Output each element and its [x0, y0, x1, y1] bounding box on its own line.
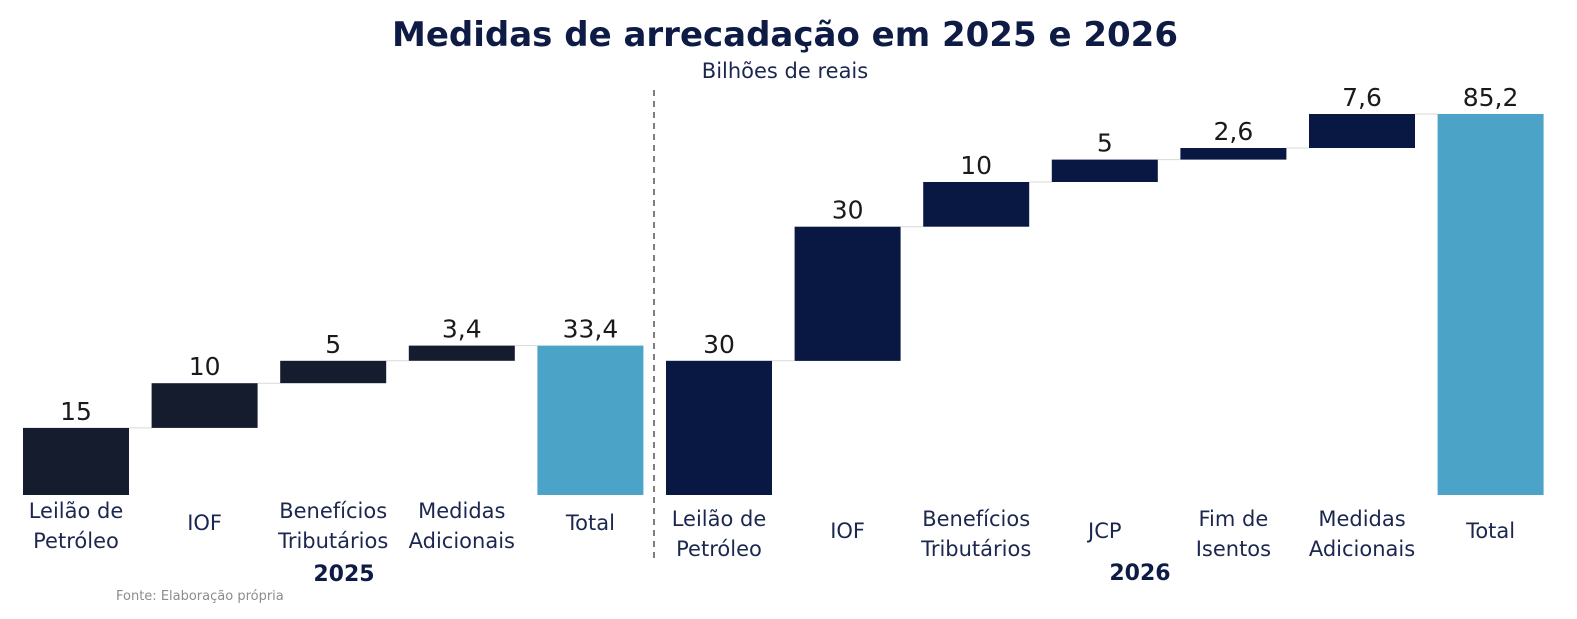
category-label-line: JCP: [1086, 519, 1122, 543]
bar-2025-total: [537, 345, 644, 495]
value-label-2026-fim-de-isentos: 2,6: [1214, 117, 1254, 146]
category-label-2026-beneficios-tributarios: Benefícios Tributários: [920, 507, 1031, 561]
value-label-2026-medidas-adicionais: 7,6: [1342, 83, 1382, 112]
category-label-2025-iof: IOF: [187, 511, 222, 535]
category-label-2025-total: Total: [565, 511, 615, 535]
value-label-2026-beneficios-tributarios: 10: [960, 151, 992, 180]
category-label-line: Benefícios: [279, 499, 387, 523]
category-label-line: Leilão de: [29, 499, 124, 523]
bar-2025-medidas-adicionais: [408, 345, 515, 361]
category-label-line: Leilão de: [672, 507, 767, 531]
chart-title: Medidas de arrecadação em 2025 e 2026: [392, 15, 1178, 55]
category-label-line: Benefícios: [922, 507, 1030, 531]
value-label-2026-total: 85,2: [1463, 83, 1519, 112]
connectors: [129, 113, 1438, 429]
category-label-2025-beneficios-tributarios: Benefícios Tributários: [277, 499, 388, 553]
value-label-2025-medidas-adicionais: 3,4: [442, 315, 482, 344]
category-label-line: Medidas: [418, 499, 505, 523]
bar-2025-leilao-de-petroleo: [23, 427, 129, 495]
bar-2025-iof: [151, 383, 258, 428]
value-label-2026-leilao-de-petroleo: 30: [703, 330, 735, 359]
bar-2026-leilao-de-petroleo: [666, 360, 772, 495]
labels: 15 Leilão de Petróleo 10 IOF 5 Benefícios Tribu…: [29, 83, 1519, 587]
bar-2026-beneficios-tributarios: [923, 182, 1030, 227]
bar-2026-jcp: [1051, 159, 1158, 182]
value-label-2025-leilao-de-petroleo: 15: [60, 397, 92, 426]
source-note: Fonte: Elaboração própria: [116, 589, 284, 604]
value-label-2026-jcp: 5: [1097, 129, 1113, 158]
value-label-2025-iof: 10: [189, 352, 221, 381]
bar-2026-fim-de-isentos: [1180, 148, 1287, 160]
year-label-2026: 2026: [1109, 561, 1170, 586]
bar-2026-medidas-adicionais: [1309, 114, 1415, 148]
category-label-2025-medidas-adicionais: Medidas Adicionais: [409, 499, 515, 553]
bar-2026-total: [1437, 114, 1544, 495]
category-label-line: Petróleo: [676, 537, 762, 561]
category-label-2026-total: Total: [1465, 519, 1515, 543]
category-label-line: Isentos: [1196, 537, 1271, 561]
bars: [23, 114, 1544, 495]
chart-subtitle: Bilhões de reais: [702, 59, 868, 83]
category-label-line: Medidas: [1318, 507, 1405, 531]
category-label-line: Tributários: [277, 529, 388, 553]
category-label-line: Total: [565, 511, 615, 535]
category-label-line: Tributários: [920, 537, 1031, 561]
category-label-2026-leilao-de-petroleo: Leilão de Petróleo: [672, 507, 767, 561]
value-label-2025-total: 33,4: [563, 315, 619, 344]
category-label-2026-iof: IOF: [830, 519, 865, 543]
bar-2025-beneficios-tributarios: [280, 360, 387, 384]
year-label-2025: 2025: [313, 562, 374, 587]
category-label-line: Total: [1465, 519, 1515, 543]
value-label-2026-iof: 30: [832, 196, 864, 225]
category-label-line: Petróleo: [33, 529, 119, 553]
value-label-2025-beneficios-tributarios: 5: [325, 330, 341, 359]
category-label-line: Fim de: [1199, 507, 1269, 531]
bar-2026-iof: [794, 226, 901, 361]
category-label-line: IOF: [187, 511, 222, 535]
category-label-line: Adicionais: [409, 529, 515, 553]
category-label-2026-jcp: JCP: [1086, 519, 1122, 543]
category-label-line: Adicionais: [1309, 537, 1415, 561]
category-label-2025-leilao-de-petroleo: Leilão de Petróleo: [29, 499, 124, 553]
category-label-2026-medidas-adicionais: Medidas Adicionais: [1309, 507, 1415, 561]
category-label-2026-fim-de-isentos: Fim de Isentos: [1196, 507, 1271, 561]
category-label-line: IOF: [830, 519, 865, 543]
